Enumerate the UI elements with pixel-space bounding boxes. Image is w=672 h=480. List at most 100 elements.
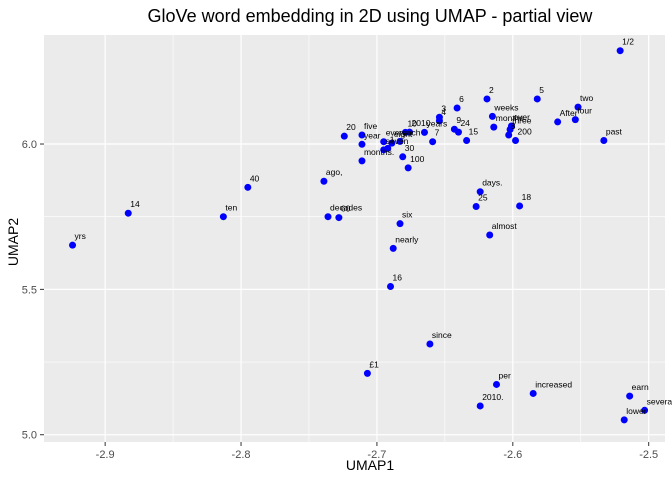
point-label: eight bbox=[394, 129, 413, 139]
data-point bbox=[396, 220, 404, 228]
grid-lines bbox=[44, 35, 665, 442]
data-point bbox=[493, 380, 501, 388]
x-axis: -2.9 -2.8 -2.7 -2.6 -2.5 bbox=[96, 442, 658, 461]
point-label: decades bbox=[330, 203, 362, 213]
data-point bbox=[388, 139, 396, 147]
point-label: years bbox=[426, 118, 447, 128]
point-label: 9 bbox=[456, 115, 461, 125]
x-tick-label: -2.9 bbox=[96, 449, 115, 461]
y-axis-title: UMAP2 bbox=[5, 218, 21, 266]
data-point bbox=[335, 214, 343, 222]
data-point bbox=[387, 282, 395, 290]
point-label: year bbox=[364, 130, 381, 140]
data-point bbox=[512, 137, 520, 145]
x-axis-title: UMAP1 bbox=[346, 457, 394, 473]
point-label: two bbox=[580, 93, 594, 103]
x-tick-label: -2.7 bbox=[367, 449, 386, 461]
data-point bbox=[358, 157, 366, 165]
data-point bbox=[426, 340, 434, 348]
data-point bbox=[340, 132, 348, 140]
point-label: £1 bbox=[369, 359, 379, 369]
data-point bbox=[506, 125, 514, 133]
point-label: 2010 bbox=[412, 118, 431, 128]
point-label: lower bbox=[626, 406, 646, 416]
data-point bbox=[600, 137, 608, 145]
data-point bbox=[516, 202, 524, 210]
data-point bbox=[324, 213, 332, 221]
data-point bbox=[554, 118, 562, 126]
point-label: 1/2 bbox=[622, 37, 634, 47]
x-tick-label: -2.5 bbox=[639, 449, 658, 461]
point-label: 4 bbox=[441, 107, 446, 117]
point-label: weeks bbox=[493, 102, 518, 112]
point-label: five bbox=[364, 121, 378, 131]
data-point bbox=[490, 123, 498, 131]
data-point bbox=[620, 416, 628, 424]
point-label: increased bbox=[535, 379, 572, 389]
data-point bbox=[244, 183, 252, 191]
data-point bbox=[463, 137, 471, 145]
data-point bbox=[219, 213, 227, 221]
point-label: 40 bbox=[250, 173, 260, 183]
data-point bbox=[472, 203, 480, 211]
point-label: 8 bbox=[511, 121, 516, 131]
point-label: over bbox=[513, 112, 530, 122]
point-label: 6 bbox=[459, 94, 464, 104]
x-tick-label: -2.8 bbox=[232, 449, 251, 461]
point-label: several bbox=[647, 396, 672, 406]
point-label: ago, bbox=[326, 167, 343, 177]
point-label: 100 bbox=[410, 154, 424, 164]
plot-panel bbox=[44, 35, 665, 442]
data-point bbox=[529, 389, 537, 397]
data-point bbox=[358, 131, 366, 139]
point-label: 200 bbox=[518, 127, 532, 137]
point-label: 3 bbox=[441, 103, 446, 113]
point-label: 10 bbox=[407, 118, 417, 128]
data-point bbox=[380, 138, 388, 146]
data-point bbox=[435, 117, 443, 125]
data-point bbox=[363, 369, 371, 377]
point-label: every bbox=[386, 128, 408, 138]
x-tick-label: -2.6 bbox=[503, 449, 522, 461]
data-point bbox=[533, 95, 541, 103]
data-point bbox=[454, 128, 462, 136]
point-label: 1 bbox=[390, 134, 395, 144]
data-point bbox=[476, 188, 484, 196]
point-label: each bbox=[402, 127, 421, 137]
point-label: 2 bbox=[489, 85, 494, 95]
point-label: 2010. bbox=[482, 392, 503, 402]
point-label: nearly bbox=[395, 234, 419, 244]
chart-title: GloVe word embedding in 2D using UMAP - … bbox=[148, 6, 594, 26]
y-axis: 5.0 5.5 6.0 bbox=[22, 139, 44, 442]
data-point bbox=[420, 128, 428, 136]
data-point bbox=[571, 116, 579, 124]
data-point bbox=[626, 392, 634, 400]
point-label: since bbox=[432, 330, 452, 340]
data-point bbox=[641, 406, 649, 414]
data-point bbox=[476, 402, 484, 410]
point-label: 15 bbox=[469, 127, 479, 137]
data-point bbox=[396, 137, 404, 145]
point-label: 14 bbox=[130, 199, 140, 209]
data-point bbox=[389, 244, 397, 252]
point-label: 5 bbox=[539, 85, 544, 95]
point-label: 18 bbox=[522, 192, 532, 202]
data-points bbox=[69, 47, 649, 424]
point-label: months bbox=[496, 113, 524, 123]
point-label: 20 bbox=[346, 122, 356, 132]
y-tick-label: 5.0 bbox=[22, 430, 37, 442]
point-label: 30 bbox=[405, 143, 415, 153]
point-label: almost bbox=[492, 221, 518, 231]
point-label: three bbox=[512, 115, 532, 125]
point-label: four bbox=[577, 106, 592, 116]
y-tick-label: 6.0 bbox=[22, 139, 37, 151]
data-point bbox=[505, 131, 513, 139]
data-point bbox=[320, 177, 328, 185]
point-label: 60 bbox=[341, 204, 351, 214]
data-point bbox=[384, 144, 392, 152]
data-point bbox=[404, 164, 412, 172]
data-point bbox=[406, 128, 414, 136]
data-point bbox=[399, 153, 407, 161]
point-label: earn bbox=[632, 382, 649, 392]
